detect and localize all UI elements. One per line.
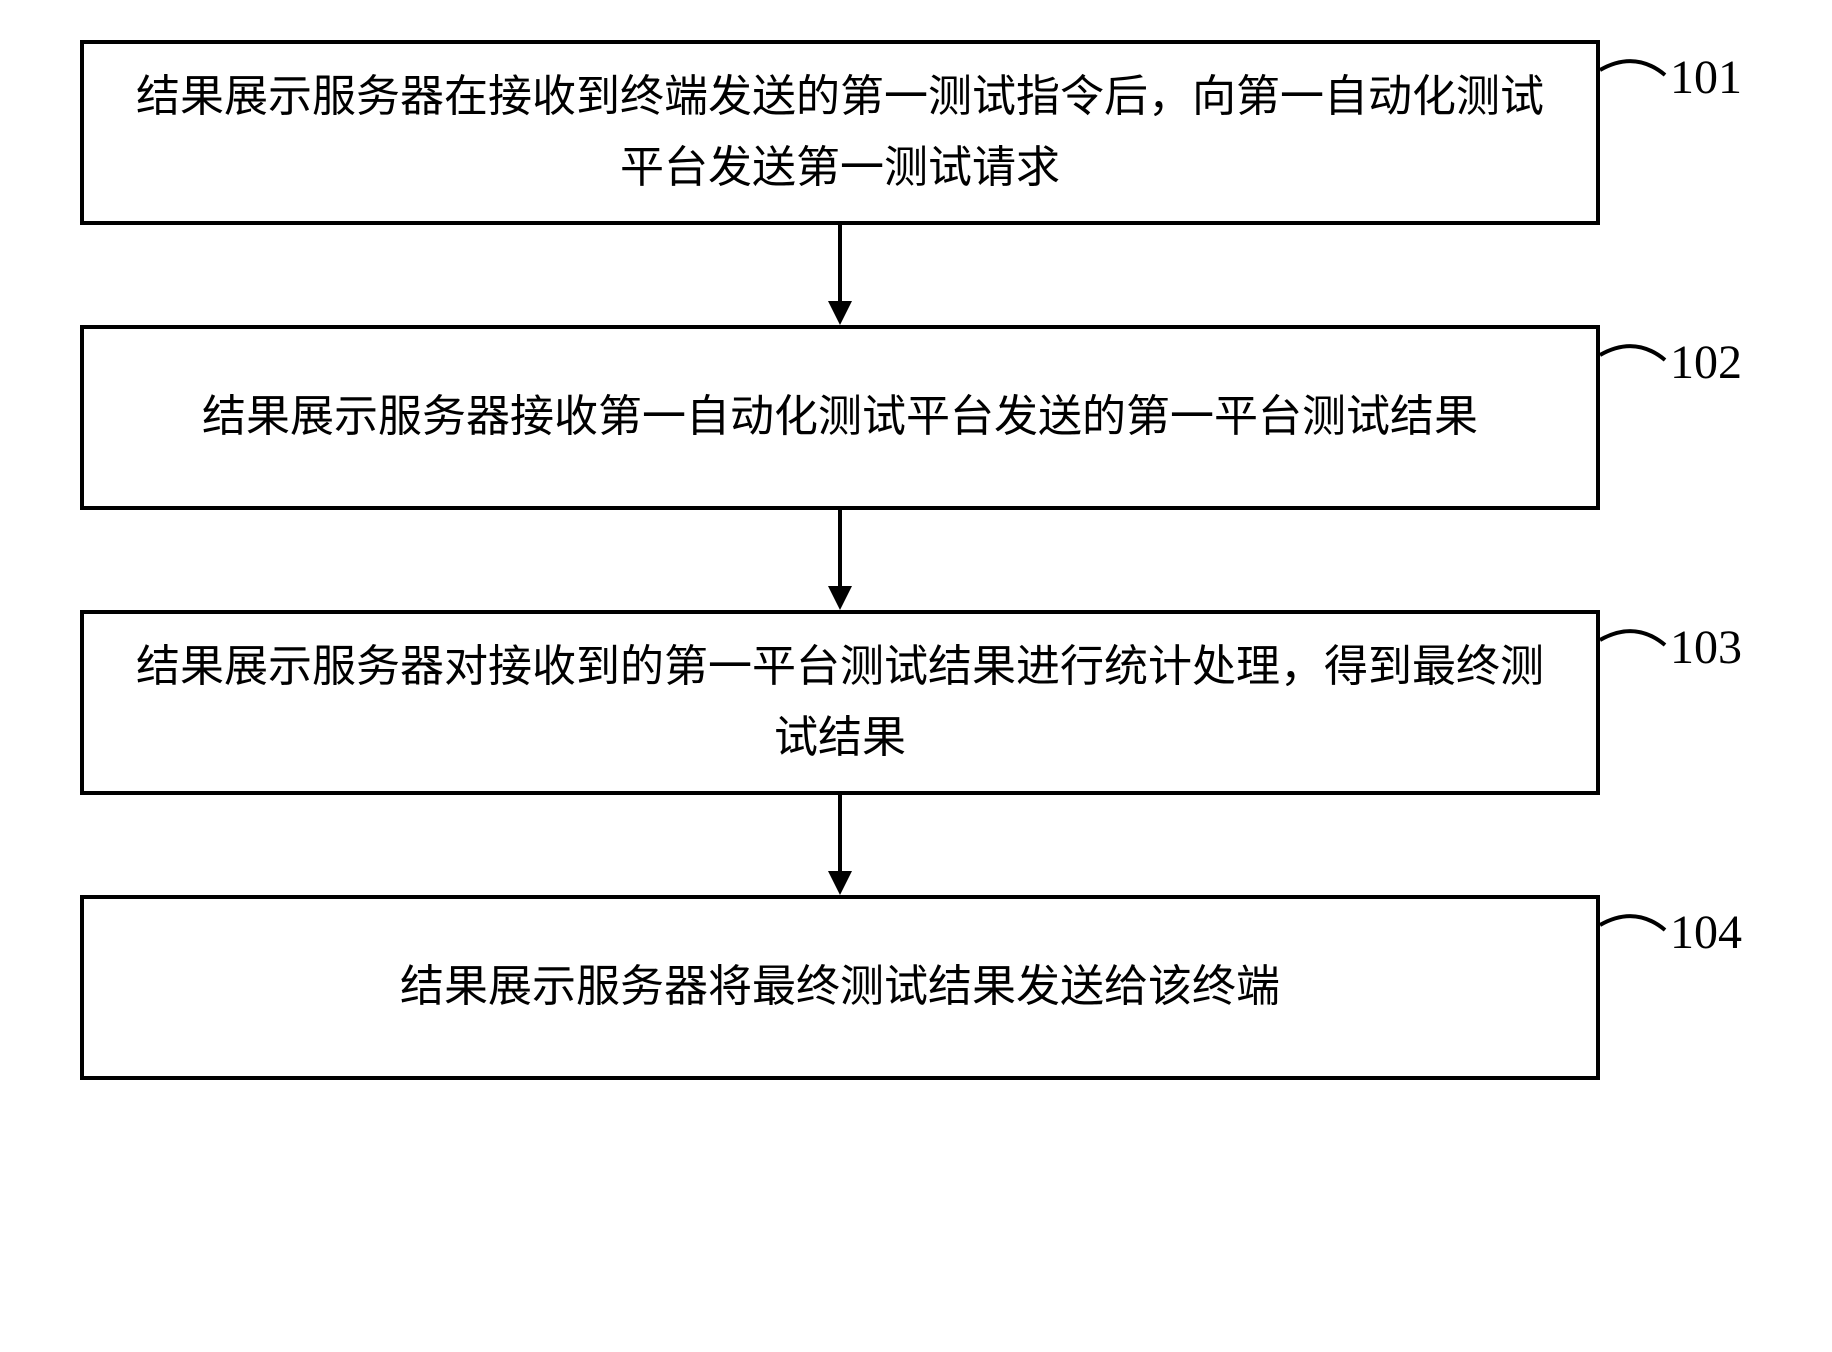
label-connector-1 (50, 40, 1750, 140)
arrow-3-4 (820, 795, 860, 895)
label-connector-3 (50, 610, 1750, 710)
label-connector-2 (50, 325, 1750, 425)
arrow-2-3 (820, 510, 860, 610)
arrow-1-2 (820, 225, 860, 325)
label-connector-4 (50, 895, 1750, 995)
